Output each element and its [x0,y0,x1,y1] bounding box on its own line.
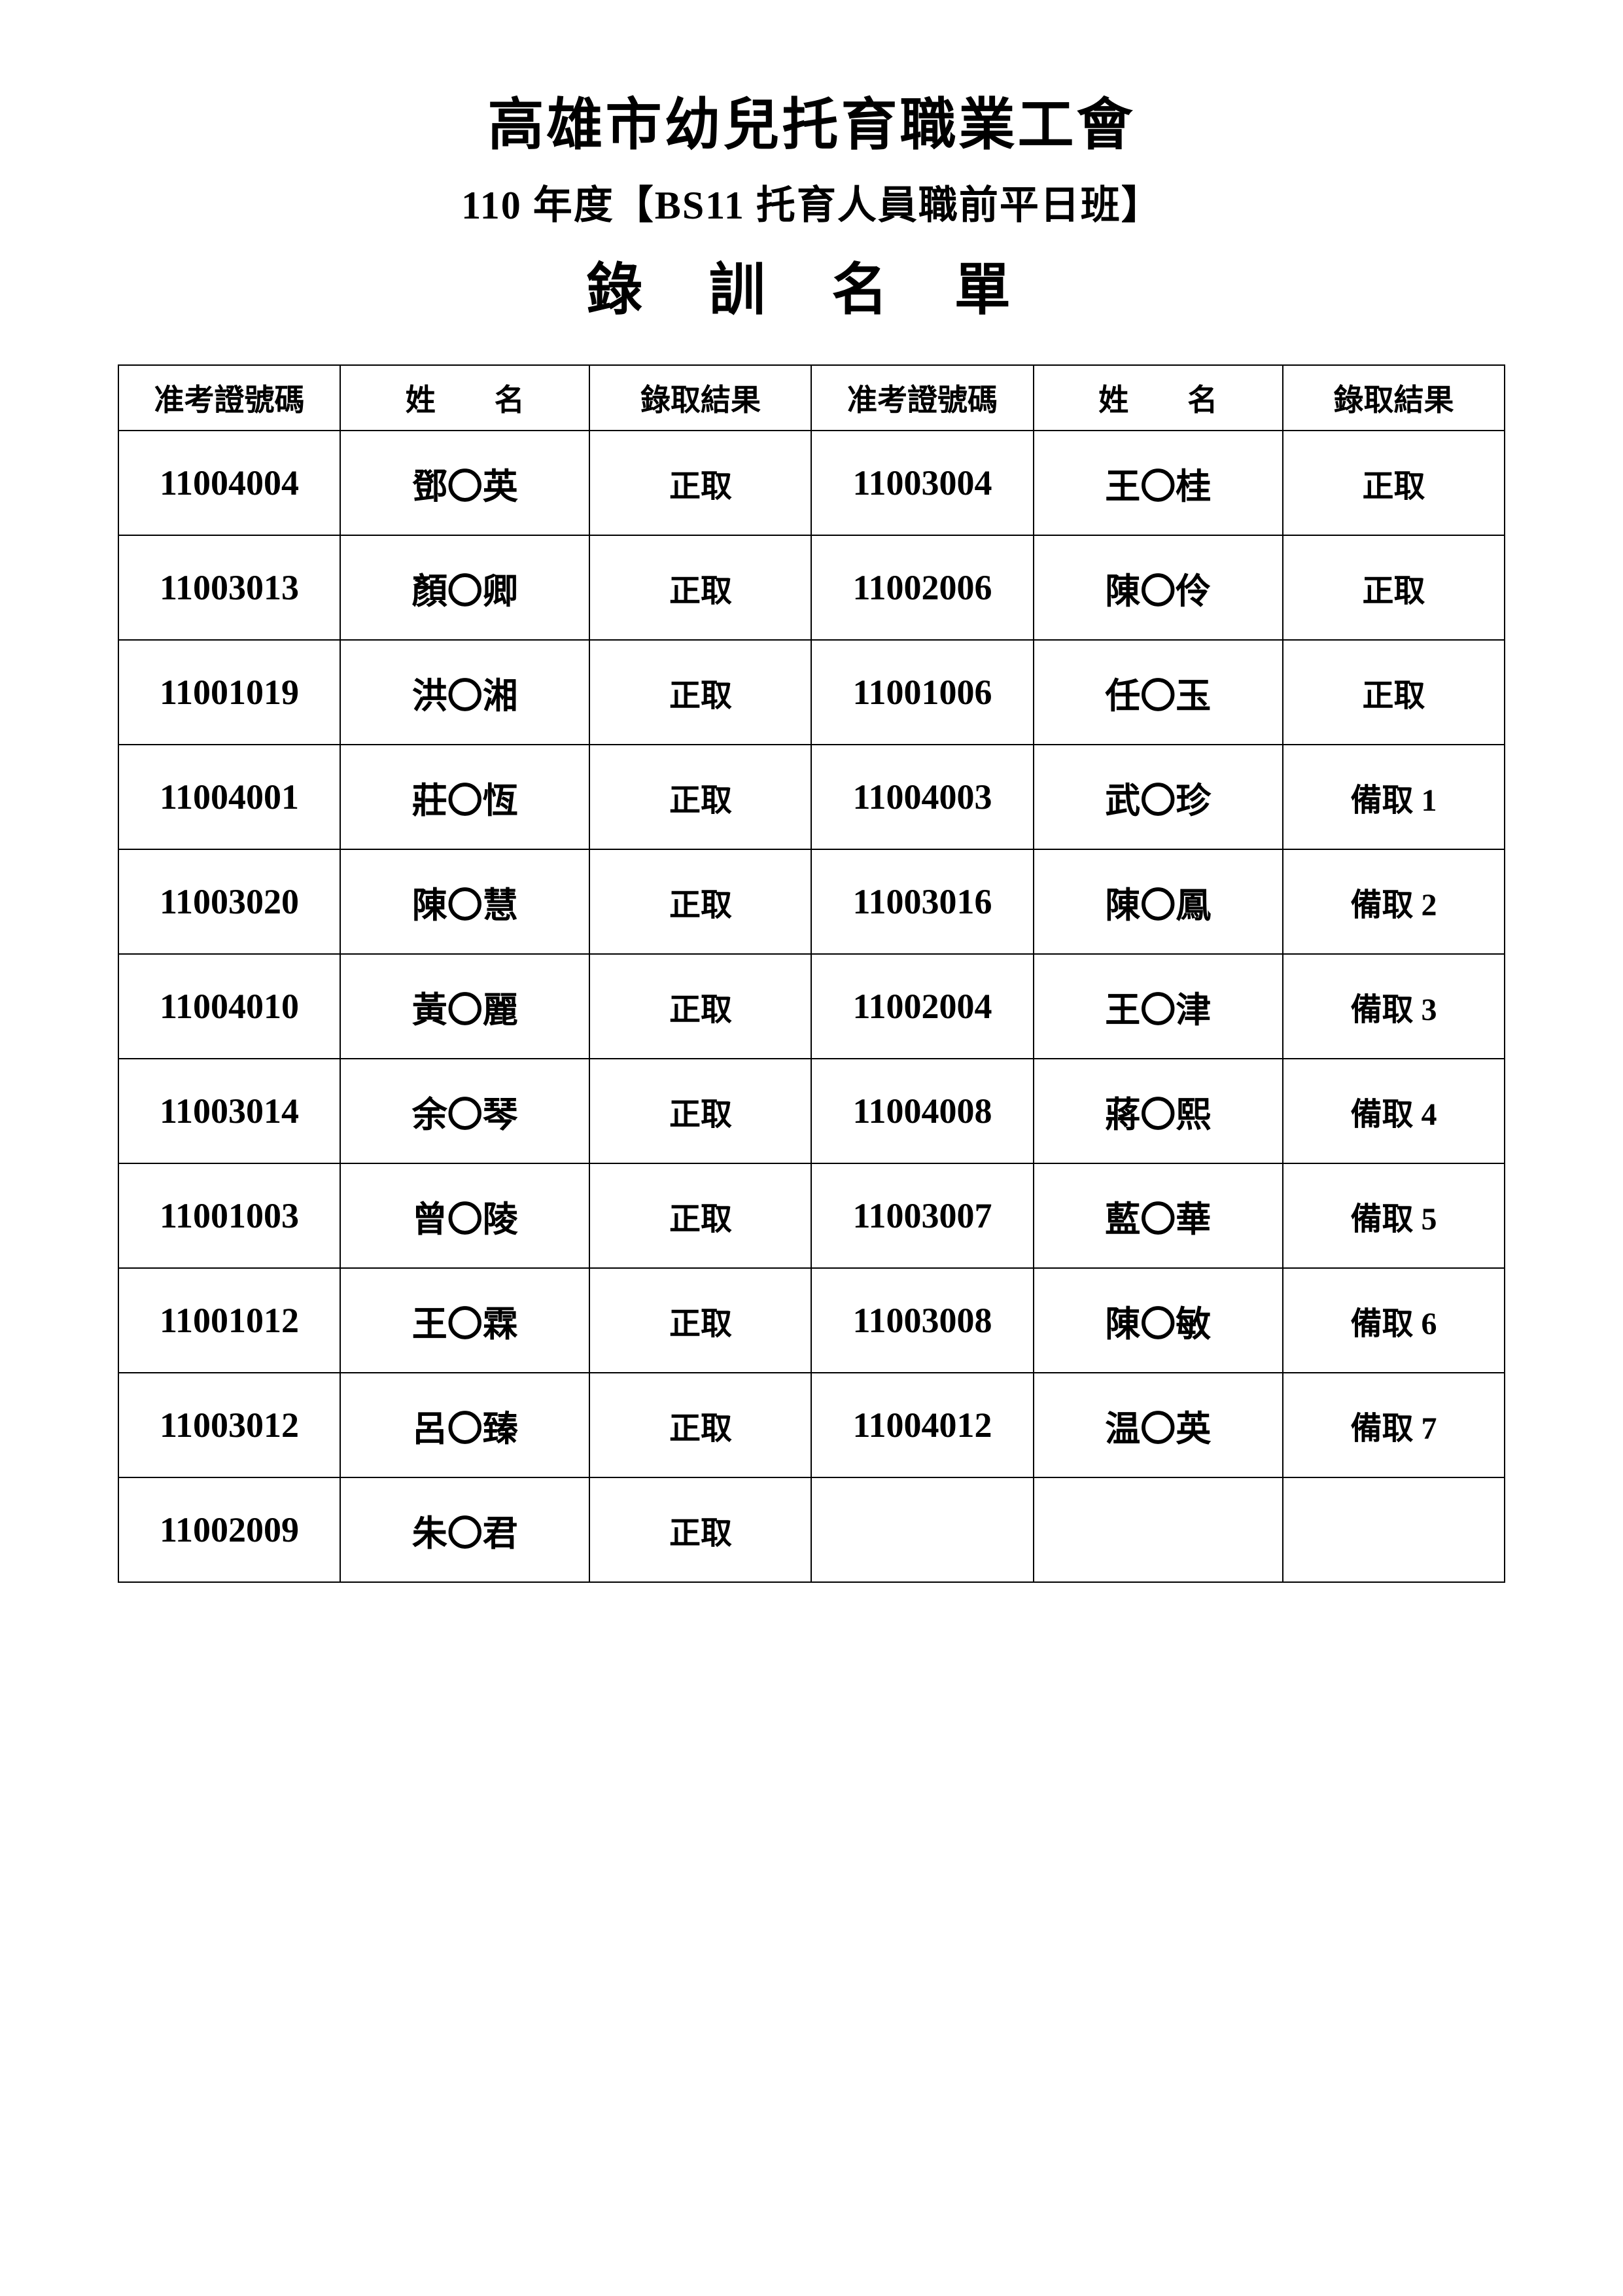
cell-result: 正取 [1283,640,1505,745]
cell-name: 陳〇鳳 [1034,849,1283,954]
header-result-right: 錄取結果 [1283,365,1505,431]
cell-exam-id: 11003016 [811,849,1033,954]
cell-name: 温〇英 [1034,1373,1283,1477]
table-row: 11004001莊〇恆正取11004003武〇珍備取 1 [118,745,1505,849]
table-row: 11004004鄧〇英正取11003004王〇桂正取 [118,431,1505,535]
cell-name: 藍〇華 [1034,1163,1283,1268]
cell-result: 正取 [589,1059,811,1163]
cell-exam-id: 11003007 [811,1163,1033,1268]
table-row: 11001012王〇霖正取11003008陳〇敏備取 6 [118,1268,1505,1373]
cell-name: 王〇霖 [340,1268,589,1373]
cell-result: 備取 3 [1283,954,1505,1059]
header-name-left: 姓名 [340,365,589,431]
cell-exam-id: 11004001 [118,745,340,849]
cell-result: 備取 7 [1283,1373,1505,1477]
cell-exam-id: 11004004 [118,431,340,535]
cell-name: 王〇津 [1034,954,1283,1059]
cell-exam-id: 11004010 [118,954,340,1059]
cell-name: 任〇玉 [1034,640,1283,745]
header-exam-id-left: 准考證號碼 [118,365,340,431]
cell-name: 顏〇卿 [340,535,589,640]
cell-result: 正取 [1283,535,1505,640]
cell-exam-id: 11003013 [118,535,340,640]
cell-exam-id [811,1477,1033,1582]
cell-result: 正取 [1283,431,1505,535]
cell-exam-id: 11004008 [811,1059,1033,1163]
table-row: 11004010黃〇麗正取11002004王〇津備取 3 [118,954,1505,1059]
cell-result: 備取 6 [1283,1268,1505,1373]
cell-result: 正取 [589,431,811,535]
cell-result: 備取 4 [1283,1059,1505,1163]
cell-result: 備取 2 [1283,849,1505,954]
cell-result: 正取 [589,640,811,745]
cell-result: 正取 [589,535,811,640]
cell-exam-id: 11004003 [811,745,1033,849]
cell-exam-id: 11003008 [811,1268,1033,1373]
header-name-right: 姓名 [1034,365,1283,431]
cell-exam-id: 11002009 [118,1477,340,1582]
table-row: 11003013顏〇卿正取11002006陳〇伶正取 [118,535,1505,640]
table-row: 11003014余〇琴正取11004008蔣〇熙備取 4 [118,1059,1505,1163]
table-row: 11003012呂〇臻正取11004012温〇英備取 7 [118,1373,1505,1477]
cell-name: 呂〇臻 [340,1373,589,1477]
cell-name: 鄧〇英 [340,431,589,535]
cell-result: 正取 [589,1477,811,1582]
cell-name: 朱〇君 [340,1477,589,1582]
header-exam-id-right: 准考證號碼 [811,365,1033,431]
cell-exam-id: 11001019 [118,640,340,745]
header-result-left: 錄取結果 [589,365,811,431]
cell-exam-id: 11002006 [811,535,1033,640]
cell-result: 正取 [589,1373,811,1477]
cell-exam-id: 11003012 [118,1373,340,1477]
cell-exam-id: 11003014 [118,1059,340,1163]
cell-name: 黃〇麗 [340,954,589,1059]
table-row: 11003020陳〇慧正取11003016陳〇鳳備取 2 [118,849,1505,954]
cell-exam-id: 11003020 [118,849,340,954]
cell-result: 備取 5 [1283,1163,1505,1268]
table-row: 11002009朱〇君正取 [118,1477,1505,1582]
cell-name: 武〇珍 [1034,745,1283,849]
title-main: 高雄市幼兒托育職業工會 [118,79,1505,160]
cell-exam-id: 11004012 [811,1373,1033,1477]
cell-name: 余〇琴 [340,1059,589,1163]
table-row: 11001003曾〇陵正取11003007藍〇華備取 5 [118,1163,1505,1268]
cell-exam-id: 11001012 [118,1268,340,1373]
cell-result: 正取 [589,1163,811,1268]
table-header-row: 准考證號碼 姓名 錄取結果 准考證號碼 姓名 錄取結果 [118,365,1505,431]
table-body: 11004004鄧〇英正取11003004王〇桂正取11003013顏〇卿正取1… [118,431,1505,1582]
admission-table: 准考證號碼 姓名 錄取結果 准考證號碼 姓名 錄取結果 11004004鄧〇英正… [118,364,1505,1583]
cell-result: 正取 [589,1268,811,1373]
cell-result: 正取 [589,745,811,849]
cell-exam-id: 11002004 [811,954,1033,1059]
cell-name: 王〇桂 [1034,431,1283,535]
cell-exam-id: 11003004 [811,431,1033,535]
cell-result: 正取 [589,849,811,954]
cell-result: 備取 1 [1283,745,1505,849]
cell-name: 陳〇伶 [1034,535,1283,640]
cell-name: 莊〇恆 [340,745,589,849]
cell-name: 陳〇敏 [1034,1268,1283,1373]
cell-name: 陳〇慧 [340,849,589,954]
cell-exam-id: 11001006 [811,640,1033,745]
cell-name: 蔣〇熙 [1034,1059,1283,1163]
cell-name: 曾〇陵 [340,1163,589,1268]
cell-exam-id: 11001003 [118,1163,340,1268]
table-row: 11001019洪〇湘正取11001006任〇玉正取 [118,640,1505,745]
cell-result: 正取 [589,954,811,1059]
title-list: 錄 訓 名 單 [118,243,1505,325]
title-sub: 110 年度【BS11 托育人員職前平日班】 [118,173,1505,230]
document-header: 高雄市幼兒托育職業工會 110 年度【BS11 托育人員職前平日班】 錄 訓 名… [118,79,1505,325]
cell-name [1034,1477,1283,1582]
cell-result [1283,1477,1505,1582]
cell-name: 洪〇湘 [340,640,589,745]
